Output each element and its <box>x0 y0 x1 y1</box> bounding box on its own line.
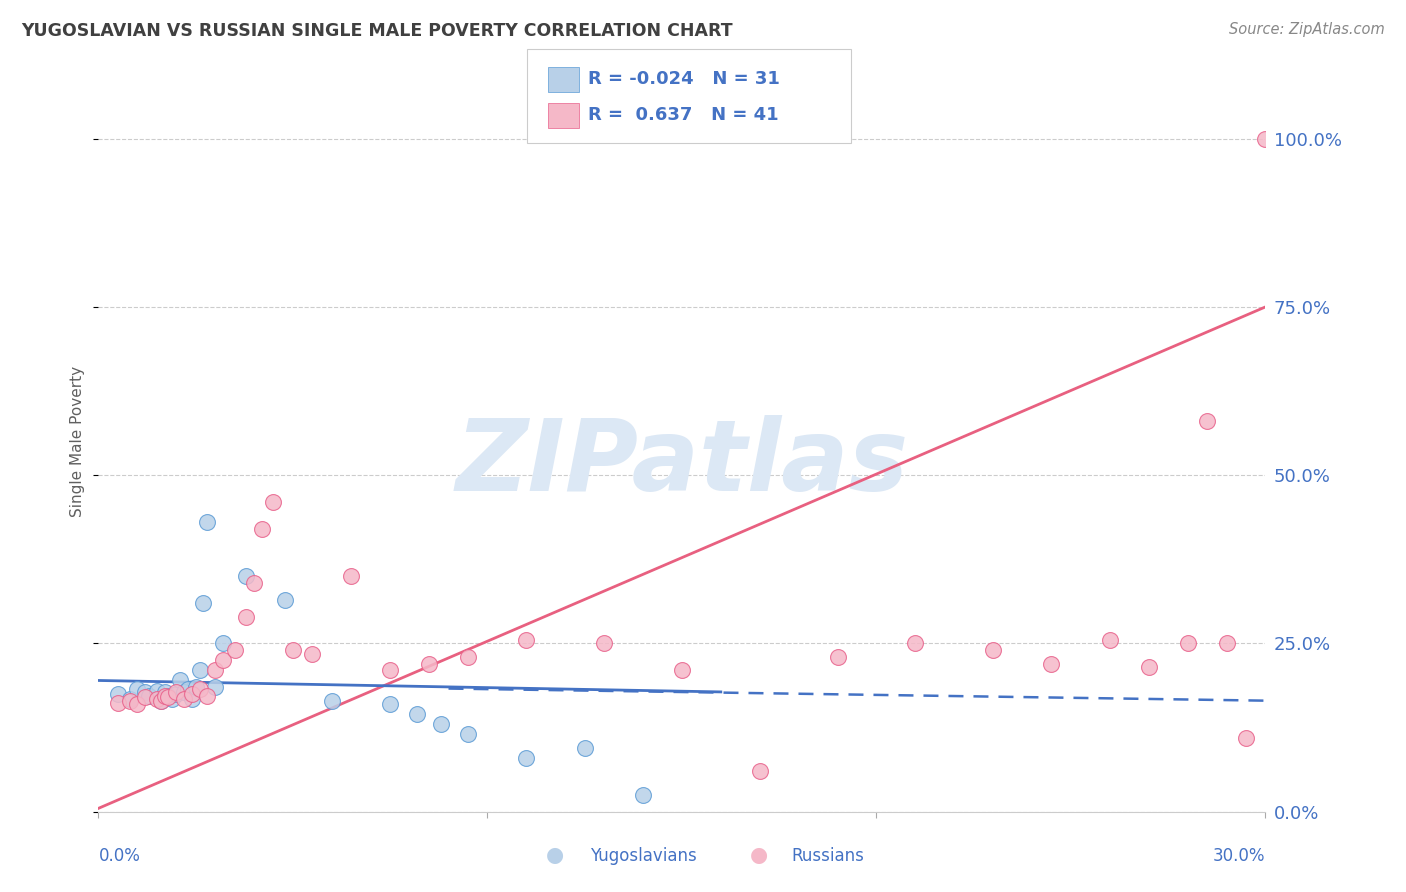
Point <box>250 522 273 536</box>
Point <box>157 689 180 703</box>
Point <box>235 609 257 624</box>
Point <box>243 575 266 590</box>
Point <box>1195 414 1218 428</box>
Text: 30.0%: 30.0% <box>1213 847 1265 865</box>
Text: ●: ● <box>547 846 564 865</box>
Text: YUGOSLAVIAN VS RUSSIAN SINGLE MALE POVERTY CORRELATION CHART: YUGOSLAVIAN VS RUSSIAN SINGLE MALE POVER… <box>21 22 733 40</box>
Point <box>153 685 176 699</box>
Text: ●: ● <box>751 846 768 865</box>
Point <box>107 687 129 701</box>
Point <box>149 694 172 708</box>
Point <box>127 682 149 697</box>
Point <box>157 690 180 705</box>
Point <box>169 673 191 688</box>
Point <box>380 664 402 678</box>
Text: ZIPatlas: ZIPatlas <box>456 416 908 512</box>
Point <box>593 636 616 650</box>
Point <box>574 740 596 755</box>
Point <box>138 689 160 703</box>
Point <box>1137 660 1160 674</box>
Point <box>235 569 257 583</box>
Point <box>146 683 169 698</box>
Point <box>204 680 226 694</box>
Point <box>162 691 184 706</box>
Point <box>195 689 218 703</box>
Text: Russians: Russians <box>792 847 865 865</box>
Point <box>184 680 207 694</box>
Point <box>146 691 169 706</box>
Point <box>748 764 770 779</box>
Point <box>224 643 246 657</box>
Point <box>429 717 451 731</box>
Point <box>149 694 172 708</box>
Point <box>1234 731 1257 745</box>
Point <box>180 687 202 701</box>
Point <box>107 696 129 710</box>
Point <box>301 647 323 661</box>
Point <box>165 687 187 701</box>
Point <box>212 636 235 650</box>
Point <box>195 516 218 530</box>
Point <box>1040 657 1063 671</box>
Text: Source: ZipAtlas.com: Source: ZipAtlas.com <box>1229 22 1385 37</box>
Point <box>631 788 654 802</box>
Point <box>1215 636 1237 650</box>
Point <box>981 643 1004 657</box>
Text: R = -0.024   N = 31: R = -0.024 N = 31 <box>588 70 779 88</box>
Point <box>281 643 304 657</box>
Text: 0.0%: 0.0% <box>98 847 141 865</box>
Point <box>153 689 176 703</box>
Point <box>165 685 187 699</box>
Point <box>180 691 202 706</box>
Point <box>134 690 156 705</box>
Point <box>515 633 537 648</box>
Point <box>904 636 927 650</box>
Point <box>418 657 440 671</box>
Point <box>204 664 226 678</box>
Point <box>188 664 211 678</box>
Point <box>127 697 149 711</box>
Point <box>262 495 284 509</box>
Point <box>188 682 211 697</box>
Point <box>406 707 429 722</box>
Point <box>671 664 693 678</box>
Point <box>173 685 195 699</box>
Point <box>1098 633 1121 648</box>
Point <box>177 682 200 697</box>
Point <box>457 727 479 741</box>
Point <box>134 685 156 699</box>
Point <box>1254 131 1277 145</box>
Point <box>340 569 363 583</box>
Point <box>274 592 297 607</box>
Point <box>173 691 195 706</box>
Point <box>380 697 402 711</box>
Text: R =  0.637   N = 41: R = 0.637 N = 41 <box>588 106 779 124</box>
Point <box>321 694 343 708</box>
Point <box>827 649 849 664</box>
Text: Yugoslavians: Yugoslavians <box>591 847 697 865</box>
Point <box>515 751 537 765</box>
Point <box>457 649 479 664</box>
Point <box>212 653 235 667</box>
Y-axis label: Single Male Poverty: Single Male Poverty <box>70 366 86 517</box>
Point <box>193 596 215 610</box>
Point <box>1177 636 1199 650</box>
Point <box>118 694 141 708</box>
Point <box>118 691 141 706</box>
